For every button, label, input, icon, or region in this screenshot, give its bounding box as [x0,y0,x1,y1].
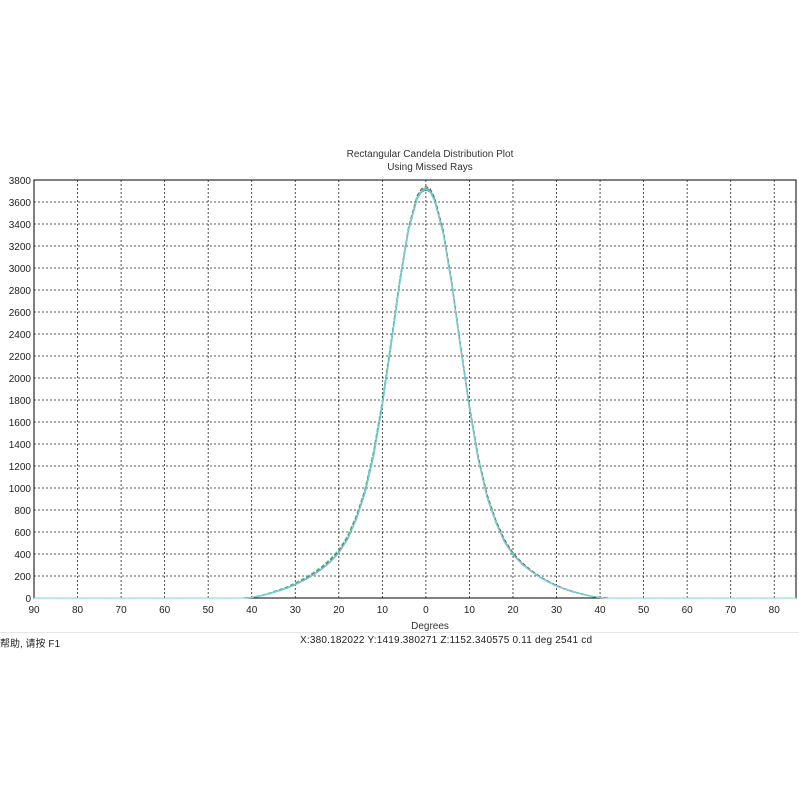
x-tick-label: 60 [159,605,171,616]
y-tick-label: 2200 [9,352,32,363]
series-line [34,188,796,599]
x-tick-label: 50 [203,605,215,616]
y-tick-label: 1600 [9,418,32,429]
y-tick-label: 400 [14,550,31,561]
y-tick-label: 2400 [9,330,32,341]
y-tick-label: 1000 [9,484,32,495]
y-tick-label: 2600 [9,308,32,319]
candela-distribution-chart: Rectangular Candela Distribution Plot Us… [9,149,797,632]
x-tick-label: 60 [682,605,694,616]
y-axis-tick-labels: 0 200 400 600 800 1000 1200 1400 1600 1800 2000 220… [9,176,32,605]
x-tick-label: 50 [638,605,650,616]
y-tick-label: 1800 [9,396,32,407]
x-tick-label: 0 [423,605,429,616]
y-tick-label: 2800 [9,286,32,297]
y-tick-label: 2000 [9,374,32,385]
y-tick-label: 1400 [9,440,32,451]
grid-lines [34,180,796,598]
y-tick-label: 1200 [9,462,32,473]
x-tick-label: 10 [377,605,389,616]
y-tick-label: 3200 [9,242,32,253]
x-tick-label: 80 [72,605,84,616]
chart-title: Rectangular Candela Distribution Plot [347,149,514,160]
y-tick-label: 600 [14,528,31,539]
x-tick-label: 20 [333,605,345,616]
x-tick-label: 70 [116,605,128,616]
y-tick-label: 3000 [9,264,32,275]
series-lines [34,186,796,599]
x-tick-label: 30 [290,605,302,616]
x-tick-label: 20 [507,605,519,616]
series-line [34,186,796,599]
x-tick-label: 90 [28,605,40,616]
chart-subtitle: Using Missed Rays [387,162,473,173]
x-axis-label: Degrees [411,621,449,632]
y-tick-label: 0 [25,594,31,605]
x-tick-label: 10 [464,605,476,616]
x-tick-label: 70 [725,605,737,616]
y-tick-label: 200 [14,572,31,583]
status-help-text: 帮助, 请按 F1 [0,639,61,650]
status-cursor-readout: X:380.182022 Y:1419.380271 Z:1152.340575… [300,635,593,646]
y-tick-label: 3800 [9,176,32,187]
status-bar: 帮助, 请按 F1 X:380.182022 Y:1419.380271 Z:1… [0,632,799,651]
y-tick-label: 800 [14,506,31,517]
x-axis-tick-labels: 90 80 70 60 50 40 30 20 10 0 10 20 30 40 50 60 70 80 [28,605,780,616]
plot-area[interactable] [33,179,797,599]
y-tick-label: 3600 [9,198,32,209]
x-tick-label: 40 [594,605,606,616]
x-tick-label: 30 [551,605,563,616]
x-tick-label: 40 [246,605,258,616]
x-tick-label: 80 [769,605,781,616]
y-tick-label: 3400 [9,220,32,231]
